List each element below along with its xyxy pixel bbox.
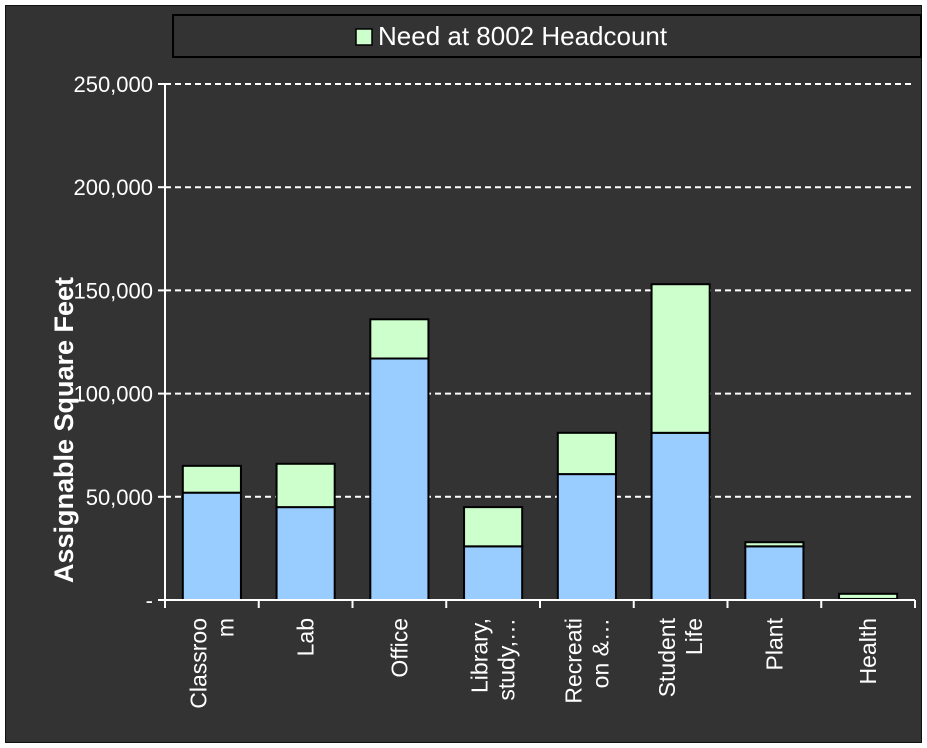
bar-existing [744,545,805,601]
y-axis-label: Assignable Square Feet [49,277,79,583]
chart-frame [5,5,922,743]
x-category-label: Student [654,617,680,697]
bar-existing [181,491,242,601]
legend: Need at 8002 Headcount [172,14,922,58]
x-category-label: Plant [761,617,787,670]
legend-label: Need at 8002 Headcount [378,21,668,51]
bar-existing [463,545,524,601]
x-category-label: Recreati [560,618,586,704]
y-tick-label: - [146,588,153,613]
bar-need [838,592,899,600]
bar-existing [275,506,336,601]
legend-box [172,14,922,58]
bar-need [556,431,617,476]
bar-need [181,464,242,494]
bar-existing [556,473,617,602]
bar-existing [369,357,430,601]
legend-swatch [355,28,373,46]
gridlines [165,83,915,498]
y-tick-label: 50,000 [86,485,153,510]
x-category-label: m [212,618,238,637]
x-category-label: Life [681,618,707,655]
y-tick-label: 250,000 [73,72,153,97]
bar-need [744,541,805,548]
x-category-label: Classroo [185,618,211,709]
bar-need [369,318,430,360]
x-category-label: on &… [587,618,613,688]
x-category-label: study,… [494,618,520,701]
x-category-label: Lab [293,618,319,656]
x-category-labels: Classroo m Lab Office Library, study,… Recreat… [185,617,881,708]
bar-need [463,506,524,548]
bars [181,283,899,602]
y-tick-label: 150,000 [73,278,153,303]
x-category-label: Office [386,618,412,678]
axes [158,83,916,608]
x-category-label: Health [855,618,881,684]
bar-existing [650,431,711,602]
bar-need [650,283,711,434]
y-tick-labels: - 50,000 100,000 150,000 200,000 250,000 [73,72,153,613]
bar-need [275,462,336,509]
y-tick-label: 100,000 [73,382,153,407]
x-category-label: Library, [467,618,493,693]
y-tick-label: 200,000 [73,175,153,200]
